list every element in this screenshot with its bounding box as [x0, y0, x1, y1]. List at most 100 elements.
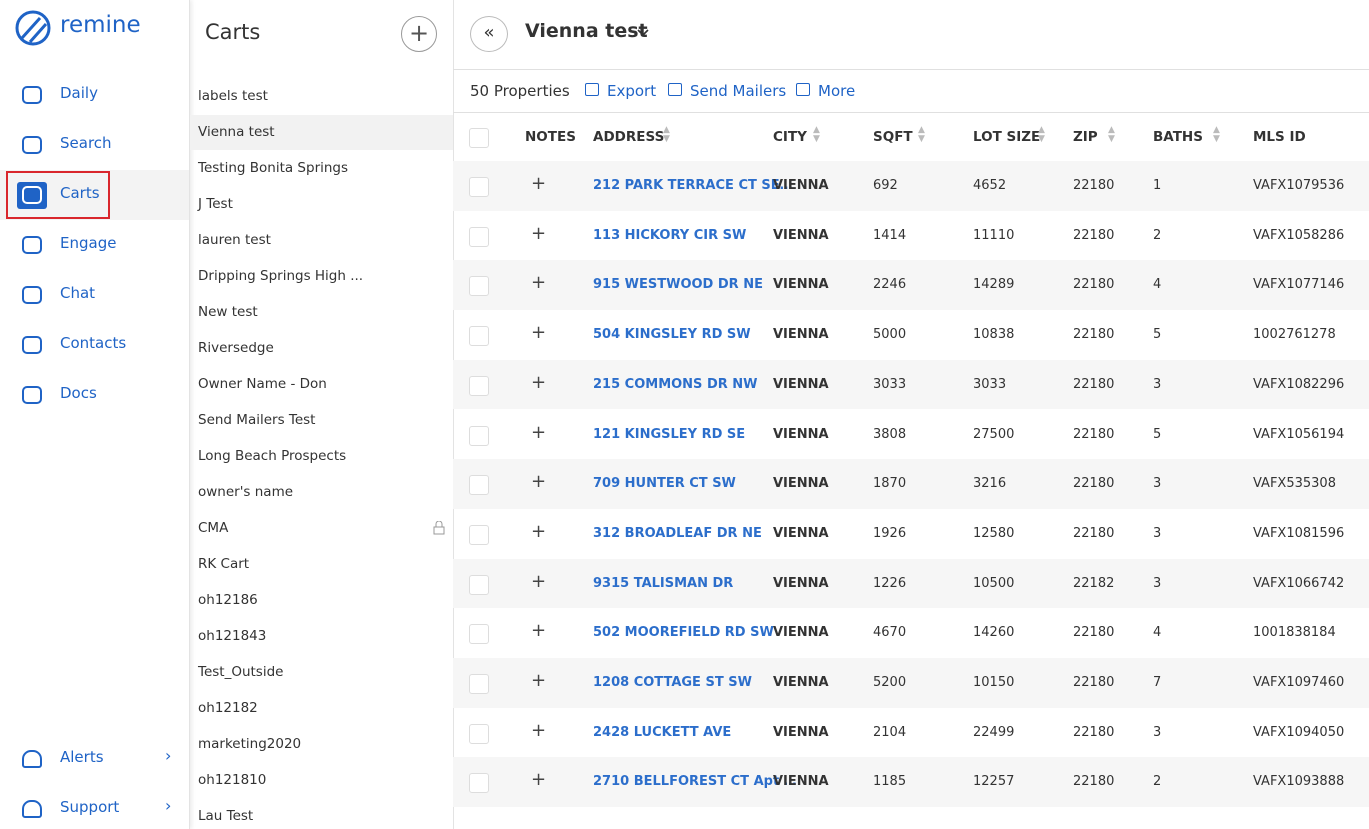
toolbar-action[interactable]: Send Mailers — [690, 82, 787, 100]
column-header[interactable]: BATHS — [1153, 129, 1203, 145]
cart-item[interactable]: Riversedge — [198, 340, 274, 356]
cell[interactable]: 2710 BELLFOREST CT Apt … — [593, 774, 797, 790]
add-note[interactable]: + — [531, 322, 547, 344]
checkbox[interactable] — [469, 326, 489, 347]
checkbox[interactable] — [469, 723, 489, 744]
nav-item[interactable]: Search — [60, 134, 112, 152]
add-note[interactable]: + — [531, 670, 547, 691]
cell[interactable]: 915 WESTWOOD DR NE — [593, 277, 763, 293]
add-note[interactable]: + — [531, 272, 547, 294]
cart-item[interactable]: oh121810 — [198, 772, 267, 788]
cell[interactable]: 212 PARK TERRACE CT SE… — [593, 178, 793, 193]
checkbox[interactable] — [469, 674, 489, 694]
cart-item[interactable]: lauren test — [198, 232, 271, 248]
column-header[interactable]: MLS ID — [1253, 129, 1306, 145]
cart-item[interactable]: Testing Bonita Springs — [198, 160, 349, 176]
checkbox[interactable] — [469, 375, 489, 396]
cell: 1 — [1153, 178, 1162, 193]
checkbox[interactable] — [469, 226, 489, 247]
add-note[interactable]: + — [531, 719, 547, 741]
cell[interactable]: 709 HUNTER CT SW — [593, 476, 736, 492]
nav-item[interactable]: Daily — [60, 84, 98, 102]
add-note[interactable]: + — [531, 570, 547, 592]
column-header[interactable]: NOTES — [525, 129, 576, 145]
cell: 4670 — [873, 625, 907, 641]
cell[interactable]: 2428 LUCKETT AVE — [593, 724, 732, 740]
checkbox[interactable] — [469, 475, 489, 496]
cell[interactable]: 215 COMMONS DR NW — [593, 376, 758, 392]
add-note[interactable]: + — [531, 371, 547, 393]
add-note[interactable]: + — [531, 173, 547, 194]
cart-item[interactable]: Send Mailers Test — [198, 412, 316, 428]
nav-arrow: › — [165, 746, 172, 765]
nav-icon — [22, 336, 42, 354]
nav-item[interactable]: Alerts — [60, 748, 104, 766]
add-note[interactable]: + — [531, 421, 547, 443]
cell[interactable]: 312 BROADLEAF DR NE — [593, 525, 762, 541]
cell: 4 — [1153, 625, 1162, 641]
cart-item[interactable]: Lau Test — [198, 808, 254, 824]
checkbox[interactable] — [469, 128, 489, 148]
nav-item[interactable]: Chat — [60, 284, 96, 302]
cart-item[interactable]: New test — [198, 304, 258, 320]
row-bg — [453, 260, 1369, 311]
cart-item[interactable]: J Test — [198, 196, 233, 212]
column-header[interactable]: LOT SIZE — [973, 129, 1041, 145]
add-note[interactable]: + — [531, 471, 547, 493]
checkbox[interactable] — [469, 524, 489, 545]
cell[interactable]: 113 HICKORY CIR SW — [593, 227, 747, 243]
checkbox[interactable] — [469, 177, 489, 197]
cart-item[interactable]: RK Cart — [198, 556, 250, 572]
cell[interactable]: 9315 TALISMAN DR — [593, 575, 734, 591]
cart-item[interactable]: marketing2020 — [198, 736, 302, 752]
cart-item[interactable]: Owner Name - Don — [198, 376, 327, 392]
nav-item[interactable]: Carts — [60, 184, 100, 202]
add-cart-button[interactable]: + — [401, 16, 437, 52]
cell: 22180 — [1073, 675, 1115, 690]
cell[interactable]: 121 KINGSLEY RD SE — [593, 426, 746, 442]
add-note[interactable]: + — [531, 520, 547, 542]
cart-item[interactable]: Dripping Springs High ... — [198, 268, 364, 284]
cart-item[interactable]: labels test — [198, 88, 268, 104]
checkbox[interactable] — [469, 624, 489, 645]
cell: VAFX1056194 — [1253, 426, 1345, 442]
checkbox[interactable] — [469, 425, 489, 446]
toolbar-action[interactable]: More — [818, 82, 856, 100]
column-header[interactable]: ADDRESS — [593, 129, 665, 145]
column-header[interactable]: CITY — [773, 129, 807, 145]
cart-item[interactable]: CMA — [198, 520, 229, 536]
checkbox[interactable] — [469, 773, 489, 794]
nav-item[interactable]: Engage — [60, 234, 117, 252]
cell[interactable]: 502 MOOREFIELD RD SW — [593, 625, 774, 641]
divider — [453, 69, 1369, 70]
column-header[interactable]: ZIP — [1073, 129, 1098, 145]
toolbar-action[interactable]: Export — [607, 82, 657, 100]
checkbox[interactable] — [469, 574, 489, 595]
cell[interactable]: 504 KINGSLEY RD SW — [593, 327, 751, 343]
nav-icon — [22, 136, 42, 154]
cart-item[interactable]: Test_Outside — [198, 664, 284, 680]
collapse-button[interactable]: « — [470, 16, 508, 52]
cell: VAFX1079536 — [1253, 178, 1345, 193]
nav-item[interactable]: Contacts — [60, 334, 127, 352]
sort-icon: ▲ ▼ — [1038, 125, 1045, 144]
cart-item[interactable]: owner's name — [198, 484, 294, 500]
cart-item[interactable]: Vienna test — [198, 124, 275, 140]
cart-item[interactable]: Long Beach Prospects — [198, 448, 347, 464]
checkbox[interactable] — [469, 276, 489, 297]
cell: 3 — [1153, 376, 1162, 392]
add-note[interactable]: + — [531, 222, 547, 244]
add-note[interactable]: + — [531, 620, 547, 642]
cell: 4 — [1153, 277, 1162, 293]
sort-icon: ▲ ▼ — [1108, 125, 1115, 144]
cell[interactable]: 1208 COTTAGE ST SW — [593, 675, 752, 690]
cart-title[interactable]: Vienna test — [525, 20, 648, 42]
cart-item[interactable]: oh12186 — [198, 592, 258, 608]
column-header[interactable]: SQFT — [873, 129, 913, 145]
cart-item[interactable]: oh121843 — [198, 628, 267, 644]
add-note[interactable]: + — [531, 769, 547, 791]
cell: VIENNA — [773, 575, 829, 591]
cart-item[interactable]: oh12182 — [198, 700, 258, 716]
nav-item[interactable]: Docs — [60, 384, 97, 402]
nav-item[interactable]: Support — [60, 798, 120, 816]
